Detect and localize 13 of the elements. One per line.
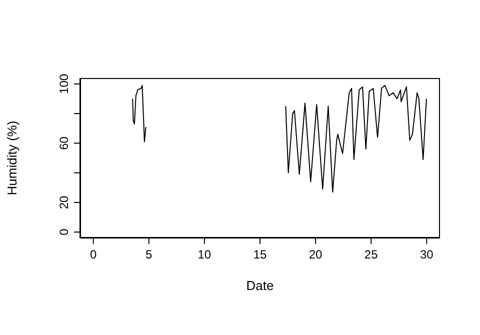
y-tick-label: 100	[57, 74, 71, 94]
x-axis-title: Date	[246, 278, 274, 293]
y-axis-title: Humidity (%)	[4, 120, 20, 196]
y-tick-label: 0	[57, 228, 71, 236]
y-tick-label: 20	[57, 195, 71, 210]
x-tick-label: 30	[420, 248, 434, 262]
x-tick-label: 10	[198, 248, 212, 262]
x-tick-label: 0	[90, 248, 97, 262]
x-tick-label: 25	[364, 248, 378, 262]
x-tick-label: 5	[146, 248, 153, 262]
y-tick-label: 60	[57, 136, 71, 150]
x-tick-label: 20	[308, 248, 323, 262]
x-tick-label: 15	[253, 248, 267, 262]
